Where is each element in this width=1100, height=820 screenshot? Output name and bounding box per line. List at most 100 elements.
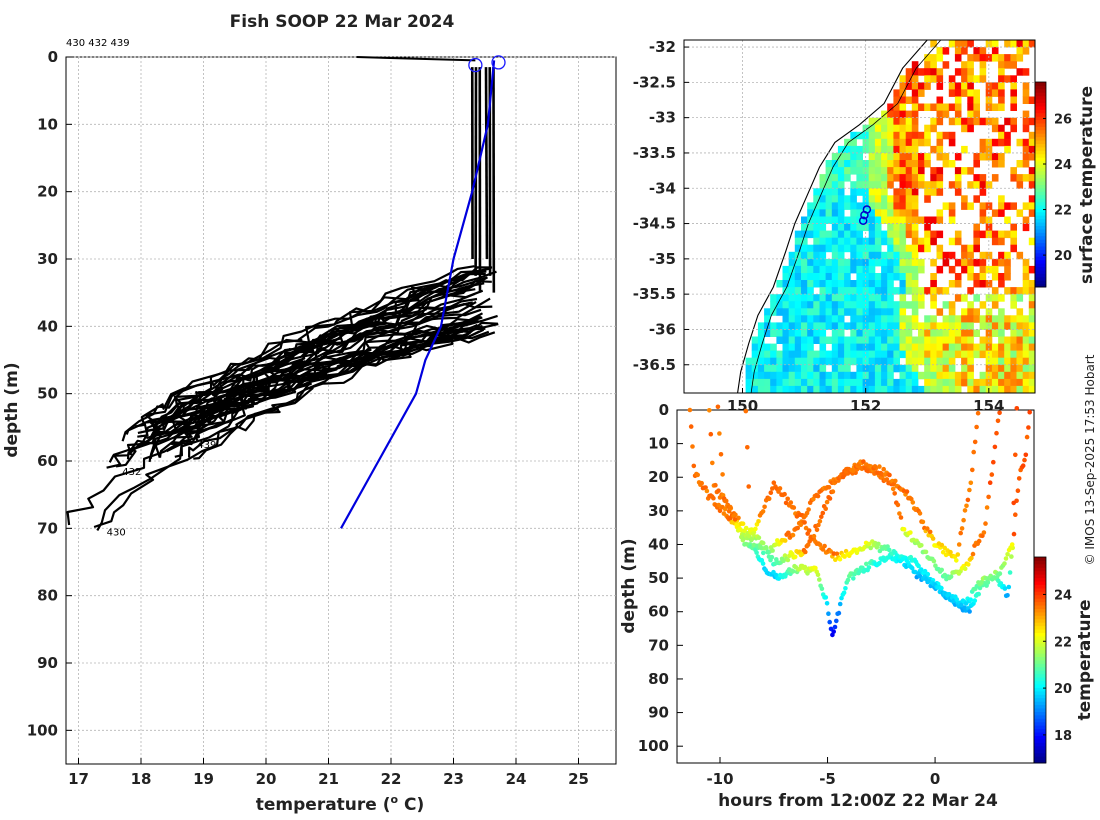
sst-cell [788,343,796,352]
sst-cell [1010,343,1017,352]
sst-cell [905,110,913,119]
sst-cell [930,54,937,62]
sst-cell [862,343,870,352]
sst-cell [1004,265,1011,274]
section-point [968,480,974,486]
sst-cell [837,202,845,210]
sst-cell [930,280,937,288]
sst-cell [924,315,931,323]
sst-cell [801,294,808,302]
section-point [850,468,856,474]
sst-cell [757,357,765,366]
sst-cell [807,385,814,393]
sst-cell [911,61,919,69]
sst-cell [1010,357,1017,366]
sst-cell [1004,364,1011,373]
sst-cell [813,258,820,267]
sst-cell [770,364,777,373]
sst-cell [837,167,845,175]
sst-cell [905,202,913,210]
section-point [925,571,931,577]
sst-cell [819,273,827,281]
sst-cell [961,322,968,330]
sst-cell [973,378,980,387]
sst-cell [942,329,950,337]
sst-cell [819,265,827,274]
sst-cell [936,216,944,224]
sst-colorbar-frame [1034,81,1047,288]
sst-cell [1028,202,1035,210]
sst-cell [948,385,956,393]
section-point [734,522,739,528]
sst-cell [954,322,962,330]
sst-cell [979,181,987,189]
sst-cell [844,216,851,224]
sst-colorbar-swatch [1035,92,1046,97]
temperature-colorbar-swatch [1034,646,1046,651]
sst-cell [1016,385,1024,393]
section-point [785,496,790,502]
map-y-tick-label: -35 [649,250,676,268]
sst-cell [1022,343,1030,352]
sst-cell [813,329,820,337]
sst-cell [850,294,857,302]
sst-cell [881,153,888,161]
sst-cell [899,273,907,281]
sst-cell [874,237,882,246]
sst-cell [801,357,808,366]
sst-cell [1028,315,1035,323]
sst-cell [893,336,900,344]
section-point [832,624,838,630]
sst-cell [911,364,919,373]
sst-cell [770,329,777,337]
sst-cell [899,244,907,253]
sst-cell [942,343,950,352]
sst-cell [874,378,882,387]
sst-cell [837,371,845,380]
sst-cell [961,202,968,210]
section-point [981,530,987,535]
section-point [806,507,811,512]
sst-cell [856,153,863,161]
sst-cell [905,209,913,217]
sst-cell [788,308,796,316]
section-point [877,560,882,566]
sst-cell [899,280,907,288]
section-point [802,520,807,525]
sst-cell [991,315,999,323]
sst-cell [973,280,980,288]
sst-cell [979,301,987,309]
sst-cell [961,357,968,366]
sst-cell [837,315,845,323]
sst-cell [936,117,944,126]
sst-cell [1016,160,1024,168]
sst-cell [967,82,974,90]
section-point [979,580,984,585]
sst-cell [924,68,931,76]
sst-colorbar-tick-label: 26 [1054,112,1072,127]
temperature-colorbar-swatch [1034,557,1046,561]
sst-cell [924,244,931,253]
sst-cell [868,301,876,309]
sst-cell [874,251,882,260]
sst-cell [924,329,931,337]
sst-cell [967,329,974,337]
sst-cell [905,124,913,133]
sst-cell [918,258,925,267]
sst-cell [911,167,919,175]
section-point [962,508,968,513]
section-point [819,586,825,591]
section-point [760,540,766,546]
sst-cell [801,265,808,274]
sst-colorbar-swatch [1035,126,1046,131]
sst-cell [825,280,833,288]
sst-cell [948,251,956,260]
sst-cell [825,322,833,330]
sst-cell [874,188,882,196]
sst-cell [936,371,944,380]
sst-cell [998,75,1005,83]
sst-cell [1004,378,1011,387]
sst-cell [899,237,907,246]
sst-cell [850,350,857,359]
